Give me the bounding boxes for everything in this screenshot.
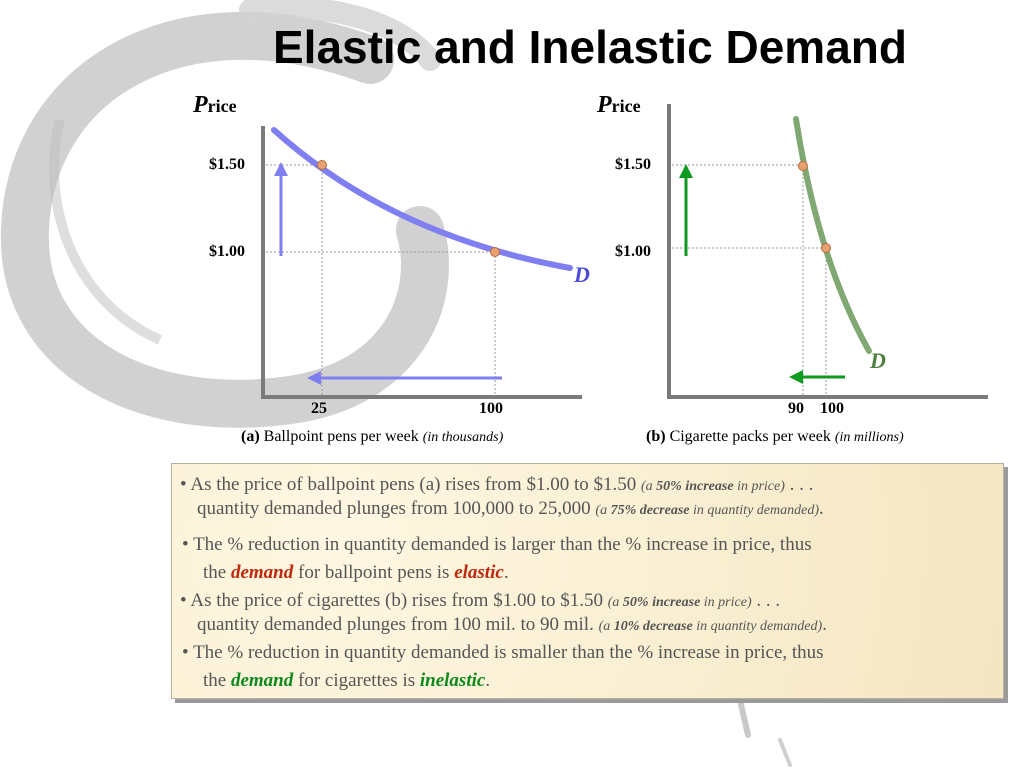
bullet-1-cont: quantity demanded plunges from 100,000 t… [197, 498, 824, 519]
price-tick-150-b: $1.50 [615, 156, 651, 173]
bullet-4-cont: the demand for cigarettes is inelastic. [203, 670, 491, 691]
qty-tick-90-b: 90 [788, 400, 804, 417]
bullet-2-cont: the demand for ballpoint pens is elastic… [203, 562, 509, 583]
y-axis-label-b: Price [597, 92, 641, 118]
caption-b: (b) Cigarette packs per week (in million… [646, 428, 904, 445]
bullet-3: • As the price of cigarettes (b) rises f… [180, 590, 781, 611]
chart-ballpoint-pens [261, 104, 988, 399]
price-up-arrow-b [679, 164, 693, 256]
demand-label-a: D [574, 262, 590, 287]
bullet-4: • The % reduction in quantity demanded i… [182, 642, 824, 663]
price-tick-100-b: $1.00 [615, 243, 651, 260]
qty-tick-100-a: 100 [479, 400, 503, 417]
y-axis-label-a: Price [193, 92, 237, 118]
demand-curve-a [271, 127, 573, 271]
qty-tick-100-b: 100 [820, 400, 844, 417]
point-b-low [821, 243, 831, 253]
page-title: Elastic and Inelastic Demand [272, 21, 907, 73]
demand-label-b: D [870, 348, 886, 373]
explanation-box: • As the price of ballpoint pens (a) ris… [171, 463, 1004, 699]
price-tick-100-a: $1.00 [209, 243, 245, 260]
point-a-low [490, 247, 500, 257]
point-b-high [798, 161, 808, 171]
bullet-1: • As the price of ballpoint pens (a) ris… [180, 474, 814, 495]
bullet-2: • The % reduction in quantity demanded i… [182, 534, 812, 555]
price-up-arrow-a [274, 162, 288, 256]
quantity-left-arrow-b [789, 370, 845, 384]
demand-curve-b [793, 116, 872, 354]
qty-tick-25-a: 25 [311, 400, 327, 417]
bullet-3-cont: quantity demanded plunges from 100 mil. … [197, 614, 827, 635]
price-tick-150-a: $1.50 [209, 156, 245, 173]
caption-a: (a) Ballpoint pens per week (in thousand… [241, 428, 504, 445]
quantity-left-arrow-a [307, 371, 502, 385]
point-a-high [317, 160, 327, 170]
